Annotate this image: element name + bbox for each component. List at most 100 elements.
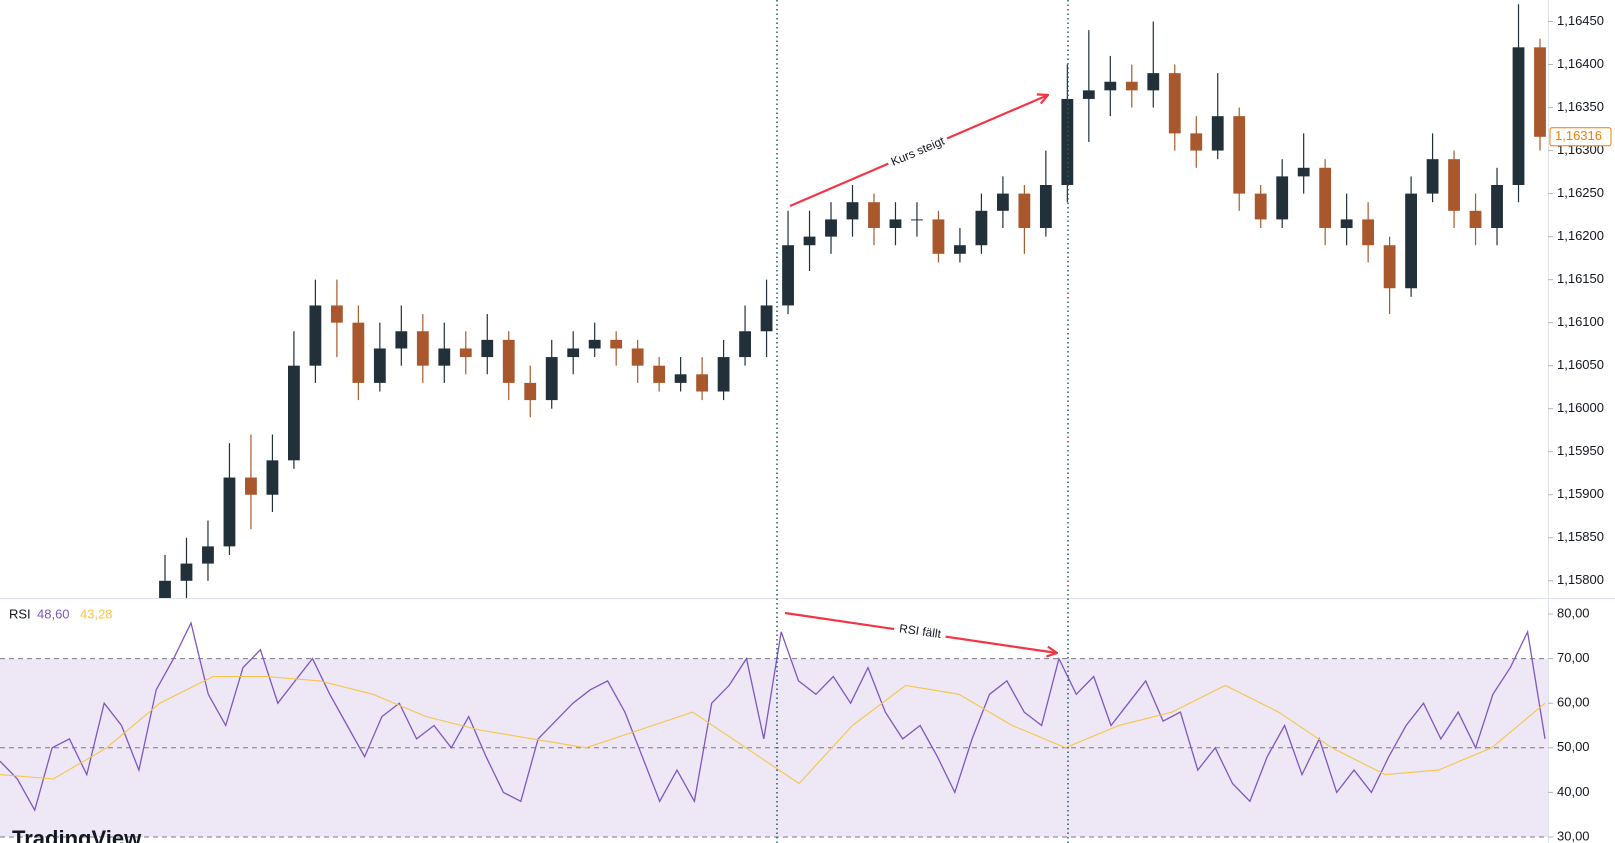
candle-body: [846, 202, 859, 220]
y-tick-label: 1,16050: [1557, 357, 1604, 372]
annotation-group: Kurs steigt: [885, 131, 951, 173]
candle-body: [481, 339, 494, 358]
y-tick-label: 50,00: [1557, 739, 1590, 754]
candle-body: [1469, 210, 1482, 229]
y-tick-label: 60,00: [1557, 695, 1590, 710]
candle-body: [1233, 116, 1246, 194]
y-tick-label: 1,16100: [1557, 314, 1604, 329]
candle-body: [1190, 133, 1203, 151]
candle-body: [524, 382, 537, 401]
candle-body: [1534, 47, 1546, 137]
candle-body: [1319, 167, 1332, 229]
candle-body: [1147, 73, 1160, 91]
candle-body: [1491, 184, 1503, 229]
candle-body: [868, 202, 880, 229]
y-tick-label: 1,15850: [1557, 529, 1604, 544]
candle-body: [1039, 184, 1052, 229]
candle-body: [395, 331, 408, 349]
candle-body: [1125, 81, 1138, 91]
candle-body: [416, 331, 429, 366]
candle-body: [223, 477, 236, 547]
annotation-group: RSI fällt: [893, 619, 947, 645]
candle-body: [803, 236, 816, 246]
candle-body: [373, 348, 386, 383]
candle-body: [502, 339, 515, 383]
candle-body: [352, 322, 365, 383]
y-tick-label: 1,15950: [1557, 443, 1604, 458]
candle-body: [1082, 90, 1095, 99]
candle-body: [631, 348, 644, 366]
y-tick-label: 1,16150: [1557, 271, 1604, 286]
candle-body: [1104, 81, 1117, 91]
candle-body: [1297, 167, 1310, 177]
rsi-line: [0, 621, 1546, 812]
candle-body: [1168, 73, 1181, 134]
y-tick-label: 1,15900: [1557, 486, 1604, 501]
annotation-bg: [885, 131, 951, 173]
candle-body: [1061, 98, 1074, 185]
candle-body: [438, 348, 451, 366]
candle-body: [739, 331, 751, 358]
candle-body: [717, 357, 730, 392]
y-tick-label: 1,15800: [1557, 572, 1604, 587]
y-tick-label: 1,16200: [1557, 228, 1604, 243]
y-tick-label: 30,00: [1557, 828, 1590, 843]
last-price-box: [1549, 127, 1612, 147]
candle-body: [1276, 176, 1289, 220]
candle-body: [696, 374, 709, 392]
last-price-label: 1,16316: [1555, 128, 1602, 143]
rsi-title: RSI: [9, 606, 31, 621]
rsi-pane: [0, 658, 1548, 838]
candle-body: [1383, 245, 1396, 289]
price-pane: [159, 4, 1546, 598]
candle-body: [1340, 219, 1353, 229]
candle-body: [545, 357, 558, 401]
candle-body: [1512, 47, 1525, 185]
candle-body: [674, 374, 687, 383]
candle-body: [996, 193, 1009, 211]
candle-body: [782, 245, 794, 306]
y-tick-label: 40,00: [1557, 784, 1590, 799]
candle-body: [610, 339, 623, 349]
candle-body: [1426, 159, 1439, 194]
candle-body: [1448, 159, 1460, 211]
candle-body: [932, 219, 945, 254]
candle-body: [653, 365, 666, 383]
candle-body: [588, 339, 601, 349]
rsi-plot: [0, 621, 1546, 812]
y-tick-label: 1,16450: [1557, 13, 1604, 28]
candle-body: [266, 460, 279, 495]
candle-body: [330, 305, 343, 323]
y-tick-label: 1,16250: [1557, 185, 1604, 200]
y-tick-label: 1,16350: [1557, 99, 1604, 114]
annotation: RSI fällt: [898, 621, 942, 641]
candle-body: [159, 580, 171, 598]
candle-body: [202, 546, 214, 564]
candle-body: [760, 305, 773, 332]
candle-body: [825, 219, 837, 237]
y-tick-label: 1,16400: [1557, 56, 1604, 71]
candle-body: [567, 348, 580, 358]
candle-body: [245, 477, 257, 495]
logo: TradingView: [12, 826, 142, 843]
candle-body: [1405, 193, 1418, 289]
y-tick-label: 1,16000: [1557, 400, 1604, 415]
candle-body: [1254, 193, 1267, 220]
candle-body: [287, 365, 300, 461]
y-tick-label: 80,00: [1557, 605, 1590, 620]
candle-body: [954, 245, 966, 254]
candle-body: [1362, 219, 1375, 246]
candle-body: [1211, 116, 1224, 151]
candle-body: [1018, 193, 1031, 229]
candle-body: [889, 219, 902, 229]
legend-value: 48,60: [37, 606, 70, 621]
candle-body: [911, 219, 923, 221]
candle-body: [180, 563, 193, 581]
candle-body: [459, 348, 472, 358]
annotation-bg: [893, 619, 947, 645]
candle-body: [975, 210, 988, 246]
legend-value: 43,28: [80, 606, 113, 621]
y-tick-label: 70,00: [1557, 650, 1590, 665]
